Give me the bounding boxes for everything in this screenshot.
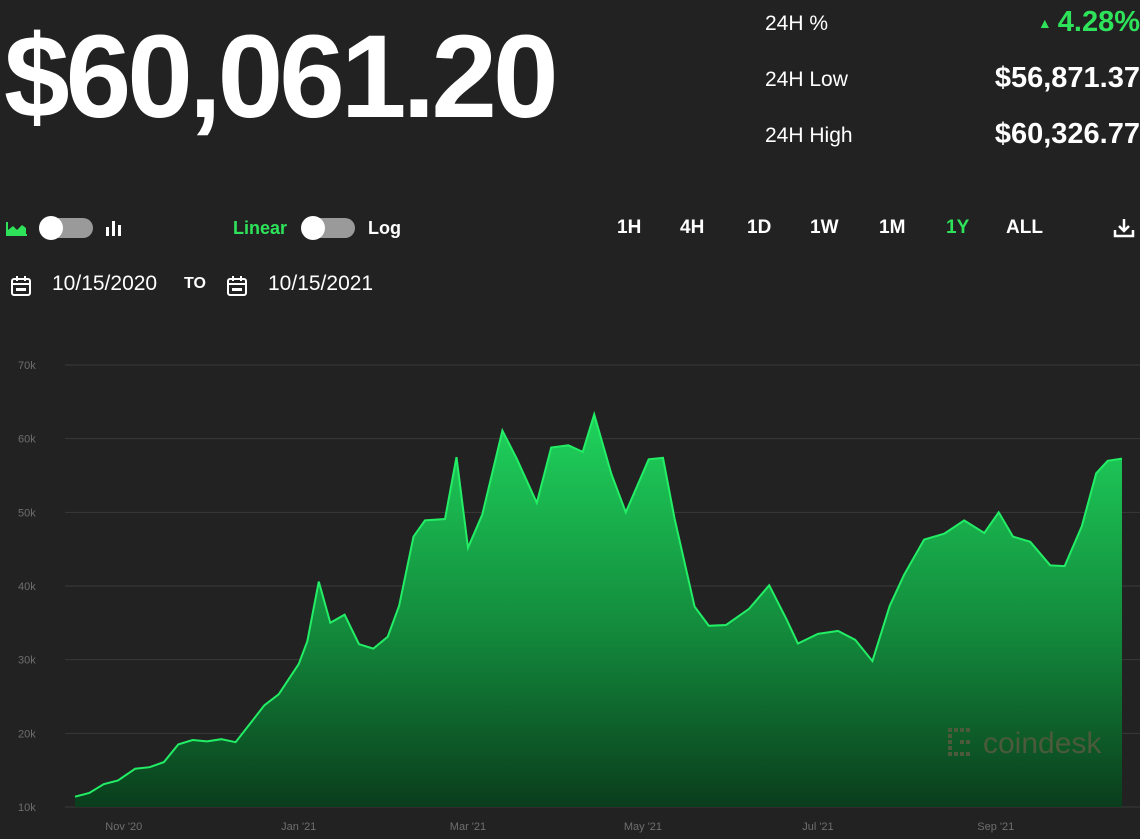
x-tick-label: Nov '20 [105,821,142,833]
x-axis: Nov '20 Jan '21 Mar '21 May '21 Jul '21 Sep '… [105,821,1014,833]
y-tick-label: 70k [18,360,36,372]
linear-scale-label[interactable]: Linear [233,210,287,246]
range-1w-button[interactable]: 1W [810,217,839,238]
watermark-text: coindesk [983,727,1102,760]
triangle-up-icon: ▲ [1037,15,1052,32]
bar-chart-icon[interactable] [103,210,125,246]
stat-label: 24H Low [765,68,848,91]
range-1d-button[interactable]: 1D [747,217,772,238]
stat-24h-high: 24H High $60,326.77 [765,112,1140,168]
x-tick-label: May '21 [624,821,662,833]
stats-panel: 24H % ▲ 4.28% 24H Low $56,871.37 24H High… [765,0,1140,168]
y-tick-label: 30k [18,655,36,667]
chart-type-toggle[interactable] [39,210,93,246]
date-to[interactable]: 10/15/2021 [268,272,374,295]
stat-value: $60,326.77 [994,118,1140,150]
stat-label: 24H High [765,124,853,147]
price-area [75,414,1122,807]
range-1h-button[interactable]: 1H [617,217,642,238]
range-1y-button[interactable]: 1Y [946,217,970,238]
area-chart-icon[interactable] [6,210,28,246]
y-tick-label: 40k [18,581,36,593]
linear-label-text: Linear [233,217,288,238]
date-to-label: TO [184,275,206,292]
date-range: 10/15/2020 TO 10/15/2021 [0,270,600,304]
current-price: $60,061.20 [4,11,559,143]
range-4h-button[interactable]: 4H [680,217,705,238]
y-tick-label: 20k [18,728,36,740]
y-axis: 10k 20k 30k 40k 50k 60k 70k [18,360,36,814]
chart-controls: Linear Log 1H 4H 1D 1W 1M 1Y ALL [0,210,1140,246]
x-tick-label: Jan '21 [281,821,316,833]
date-from[interactable]: 10/15/2020 [52,272,158,295]
stat-value: $56,871.37 [994,62,1140,94]
y-tick-label: 10k [18,802,36,814]
price-line [74,410,1123,798]
x-tick-label: Mar '21 [450,821,486,833]
coindesk-watermark: coindesk [948,727,1102,760]
y-tick-label: 60k [18,434,36,446]
y-tick-label: 50k [18,507,36,519]
stat-label: 24H % [765,12,829,35]
range-1m-button[interactable]: 1M [879,217,906,238]
calendar-icon[interactable] [10,275,32,301]
stat-value-text: 4.28% [1057,6,1140,38]
price-chart[interactable]: 10k 20k 30k 40k 50k 60k 70k Nov '20 Jan '21 Mar … [0,350,1140,839]
log-scale-label[interactable]: Log [368,210,401,246]
scale-toggle[interactable] [301,210,355,246]
log-label-text: Log [368,217,401,238]
calendar-icon[interactable] [226,275,248,301]
x-tick-label: Jul '21 [802,821,833,833]
stat-24h-percent: 24H % ▲ 4.28% [765,0,1140,56]
range-all-button[interactable]: ALL [1006,217,1043,238]
download-icon[interactable] [1112,210,1136,246]
x-tick-label: Sep '21 [977,821,1014,833]
stat-value: ▲ 4.28% [1038,6,1140,39]
stat-24h-low: 24H Low $56,871.37 [765,56,1140,112]
